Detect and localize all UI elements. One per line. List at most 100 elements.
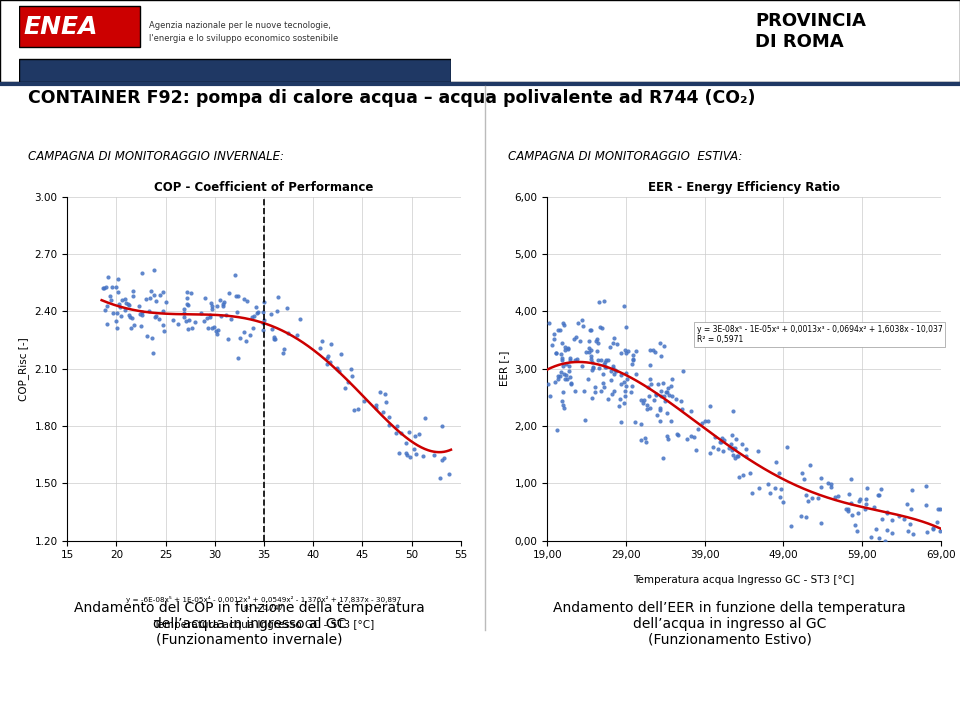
Point xyxy=(562,365,577,377)
Point xyxy=(146,265,161,276)
Point xyxy=(653,390,668,402)
Point xyxy=(181,314,197,326)
Point xyxy=(324,338,339,349)
Point xyxy=(144,332,159,344)
Point xyxy=(244,311,259,323)
Point xyxy=(605,360,620,372)
Point xyxy=(582,335,597,347)
Point xyxy=(903,504,919,516)
Point xyxy=(634,419,649,430)
Point xyxy=(663,380,679,392)
Point xyxy=(550,371,565,382)
Point xyxy=(900,525,916,536)
Point xyxy=(604,388,619,400)
Point xyxy=(170,318,185,329)
Point xyxy=(732,471,747,483)
Point xyxy=(432,472,447,483)
Point xyxy=(641,390,657,402)
Point xyxy=(178,315,193,326)
Point xyxy=(561,343,576,354)
Point xyxy=(661,390,677,401)
Point xyxy=(583,344,598,356)
Point xyxy=(340,377,355,388)
Point xyxy=(560,342,575,354)
Point xyxy=(206,321,222,332)
Point xyxy=(247,311,262,322)
Point xyxy=(843,497,858,508)
Point xyxy=(601,393,616,405)
Point xyxy=(320,352,335,364)
Point xyxy=(700,415,715,427)
Point xyxy=(401,427,417,438)
Point xyxy=(121,300,136,311)
Point xyxy=(660,386,675,397)
Point xyxy=(204,322,219,334)
Point xyxy=(123,322,138,334)
Point xyxy=(108,315,124,326)
Point xyxy=(625,349,640,361)
Point xyxy=(751,445,766,457)
Point xyxy=(643,379,659,390)
Point xyxy=(546,328,562,339)
Point xyxy=(738,443,754,455)
Point xyxy=(775,496,790,508)
Point xyxy=(557,319,572,331)
Text: CONTAINER F92: pompa di calore acqua – acqua polivalente ad R744 (CO₂): CONTAINER F92: pompa di calore acqua – a… xyxy=(29,89,756,107)
Point xyxy=(827,491,842,503)
Point xyxy=(329,362,345,374)
Point xyxy=(209,328,225,339)
Point xyxy=(112,301,128,313)
Point xyxy=(104,294,119,305)
Point xyxy=(848,519,863,531)
Point xyxy=(117,304,132,316)
Point xyxy=(602,342,617,353)
Point xyxy=(675,404,690,415)
Point xyxy=(329,364,345,375)
Point xyxy=(583,324,598,336)
Point xyxy=(143,286,158,297)
Point xyxy=(869,523,884,535)
Point xyxy=(866,501,881,513)
Point xyxy=(586,362,601,374)
Point xyxy=(276,348,291,359)
Point xyxy=(683,405,698,417)
Point xyxy=(799,511,814,523)
Point xyxy=(821,477,836,488)
Point xyxy=(645,344,660,356)
Point xyxy=(578,414,593,425)
Point xyxy=(378,397,394,408)
Point xyxy=(670,429,685,440)
Point xyxy=(230,291,246,302)
Text: l'energia e lo sviluppo economico sostenibile: l'energia e lo sviluppo economico sosten… xyxy=(149,34,338,43)
Point xyxy=(180,299,195,311)
Point xyxy=(345,370,360,382)
Point xyxy=(585,357,600,368)
Point xyxy=(551,374,566,385)
Point xyxy=(650,378,665,390)
Point xyxy=(215,300,230,311)
Point xyxy=(579,347,594,358)
Point xyxy=(127,319,142,331)
Point xyxy=(187,316,203,328)
Point xyxy=(263,309,278,320)
Point xyxy=(814,481,829,493)
Point xyxy=(896,513,911,524)
Point xyxy=(293,313,308,324)
Point xyxy=(800,495,815,507)
Point xyxy=(125,290,140,301)
Point xyxy=(604,374,619,386)
Point xyxy=(541,316,557,328)
Point xyxy=(202,311,217,322)
Point xyxy=(554,337,569,349)
Point xyxy=(177,304,192,315)
Point xyxy=(368,402,383,414)
Point xyxy=(229,306,245,318)
Point xyxy=(648,389,663,400)
Point xyxy=(590,354,606,366)
Point xyxy=(723,438,738,450)
Point xyxy=(884,528,900,539)
Point xyxy=(838,503,853,514)
Point xyxy=(593,354,609,366)
Point xyxy=(904,485,920,496)
Point xyxy=(616,377,632,388)
